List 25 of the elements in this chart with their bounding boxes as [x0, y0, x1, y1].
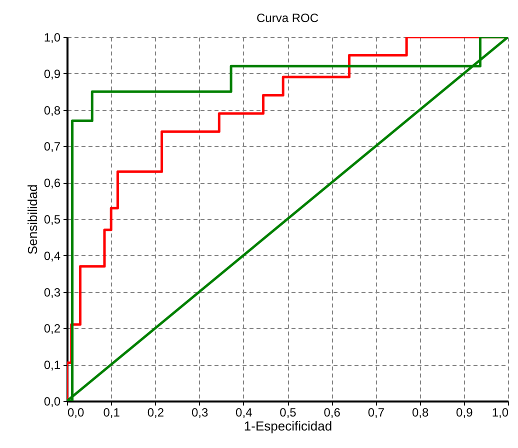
x-tick-label: 0,0: [68, 406, 85, 420]
chart-title: Curva ROC: [256, 11, 319, 25]
y-tick-label: 0,3: [44, 285, 61, 300]
y-tick-label: 0,0: [44, 394, 61, 408]
y-tick-label: 0,6: [44, 176, 61, 190]
y-tick-label: 0,4: [44, 248, 61, 263]
x-tick-label: 0,4: [236, 406, 253, 420]
y-tick-label: 0,5: [44, 212, 61, 226]
y-tick-label: 1,0: [44, 30, 61, 44]
x-tick-label: 0,5: [280, 406, 297, 420]
x-tick-label: 0,3: [191, 406, 208, 420]
x-tick-label: 0,8: [412, 406, 429, 420]
y-tick-label: 0,1: [44, 358, 61, 372]
y-axis-title: Sensibilidad: [24, 184, 40, 255]
x-tick-label: 1,0: [492, 406, 509, 420]
y-tick-label: 0,9: [44, 66, 61, 81]
y-tick-label: 0,8: [44, 103, 61, 118]
y-tick-label: 0,7: [44, 140, 61, 154]
x-tick-label: 0,7: [368, 406, 385, 420]
y-tick-label: 0,2: [44, 322, 61, 336]
x-tick-label: 0,2: [147, 406, 164, 420]
x-axis-title: 1-Especificidad: [244, 418, 332, 434]
x-tick-label: 0,1: [103, 406, 120, 420]
x-tick-label: 0,9: [456, 406, 474, 420]
x-tick-label: 0,6: [324, 406, 341, 420]
